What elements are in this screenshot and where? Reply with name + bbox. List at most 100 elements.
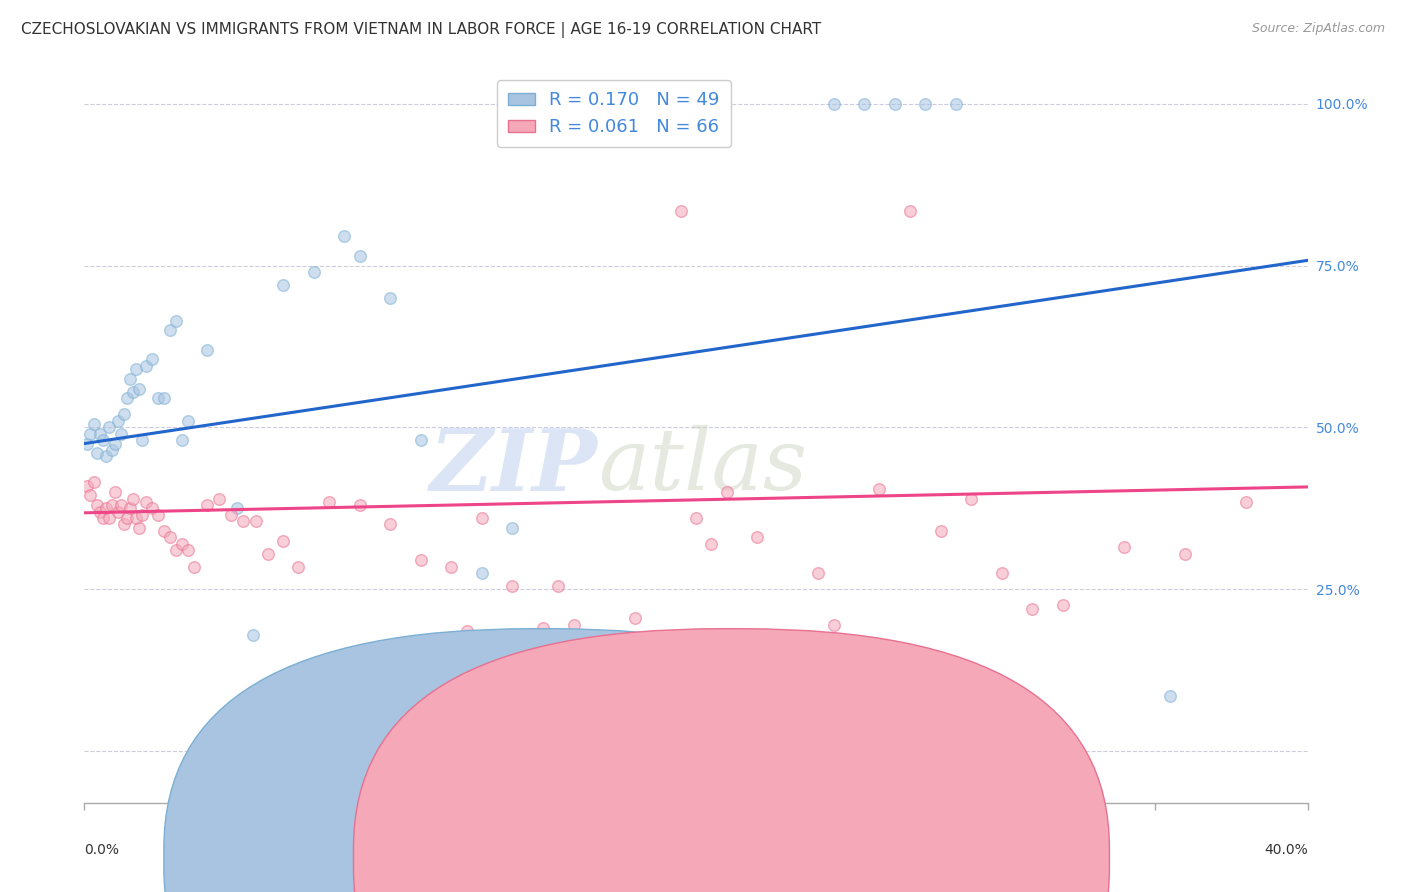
Point	[409, 553, 432, 567]
Point	[107, 414, 129, 428]
Point	[823, 617, 845, 632]
Point	[94, 450, 117, 464]
Point	[122, 491, 145, 506]
Point	[823, 96, 845, 111]
Point	[120, 501, 142, 516]
Point	[86, 498, 108, 512]
Point	[172, 434, 194, 448]
Point	[107, 504, 129, 518]
Point	[128, 521, 150, 535]
Point	[287, 559, 309, 574]
Point	[89, 504, 111, 518]
Point	[101, 443, 124, 458]
Point	[104, 485, 127, 500]
Point	[318, 495, 340, 509]
Point	[700, 537, 723, 551]
Point	[302, 265, 325, 279]
Point	[153, 391, 176, 405]
Point	[271, 533, 294, 548]
Point	[165, 543, 187, 558]
Point	[101, 498, 124, 512]
Point	[471, 511, 494, 525]
Point	[624, 611, 647, 625]
Point	[869, 482, 891, 496]
Point	[135, 495, 157, 509]
Point	[578, 96, 600, 111]
Point	[128, 382, 150, 396]
Point	[97, 420, 120, 434]
Point	[456, 624, 478, 639]
Point	[141, 352, 163, 367]
Point	[125, 511, 148, 525]
Point	[409, 434, 432, 448]
Point	[97, 511, 120, 525]
Point	[146, 508, 169, 522]
Point	[177, 543, 200, 558]
Point	[172, 537, 194, 551]
Point	[271, 277, 294, 292]
Point	[685, 96, 707, 111]
Point	[110, 498, 132, 512]
Point	[242, 627, 264, 641]
Point	[183, 559, 205, 574]
Point	[141, 501, 163, 516]
Point	[122, 384, 145, 399]
Point	[380, 291, 402, 305]
Point	[83, 475, 105, 490]
Point	[531, 621, 554, 635]
Point	[195, 498, 218, 512]
Point	[79, 426, 101, 441]
Point	[929, 524, 952, 538]
Point	[502, 579, 524, 593]
Text: Czechoslovakians: Czechoslovakians	[560, 851, 682, 864]
Point	[76, 478, 98, 492]
Text: Source: ZipAtlas.com: Source: ZipAtlas.com	[1251, 22, 1385, 36]
Point	[79, 488, 101, 502]
Point	[135, 359, 157, 373]
FancyBboxPatch shape	[165, 629, 920, 892]
Point	[159, 323, 181, 337]
Point	[333, 229, 356, 244]
Point	[208, 491, 231, 506]
Point	[125, 362, 148, 376]
Point	[440, 559, 463, 574]
Point	[159, 530, 181, 544]
Text: ZIP: ZIP	[430, 425, 598, 508]
Point	[115, 511, 138, 525]
Point	[83, 417, 105, 431]
FancyBboxPatch shape	[353, 629, 1109, 892]
Point	[177, 414, 200, 428]
Point	[1174, 547, 1197, 561]
Point	[638, 96, 661, 111]
Point	[914, 96, 936, 111]
Text: CZECHOSLOVAKIAN VS IMMIGRANTS FROM VIETNAM IN LABOR FORCE | AGE 16-19 CORRELATIO: CZECHOSLOVAKIAN VS IMMIGRANTS FROM VIETN…	[21, 22, 821, 38]
Point	[898, 203, 921, 218]
Point	[195, 343, 218, 357]
Point	[502, 521, 524, 535]
Point	[112, 408, 135, 422]
Text: 0.0%: 0.0%	[84, 843, 120, 857]
Point	[349, 249, 371, 263]
Point	[115, 391, 138, 405]
Point	[76, 436, 98, 450]
Point	[91, 511, 114, 525]
Point	[219, 508, 242, 522]
Point	[165, 313, 187, 327]
Point	[562, 617, 585, 632]
Point	[226, 501, 249, 516]
Point	[547, 579, 569, 593]
Point	[669, 203, 692, 218]
Point	[716, 485, 738, 500]
Point	[91, 434, 114, 448]
Point	[104, 436, 127, 450]
Point	[380, 517, 402, 532]
Legend: R = 0.170   N = 49, R = 0.061   N = 66: R = 0.170 N = 49, R = 0.061 N = 66	[498, 80, 731, 147]
Point	[153, 524, 176, 538]
Text: 40.0%: 40.0%	[1264, 843, 1308, 857]
Point	[516, 96, 538, 111]
Point	[94, 501, 117, 516]
Point	[1114, 540, 1136, 554]
Point	[1052, 599, 1074, 613]
Point	[349, 498, 371, 512]
Text: Immigrants from Vietnam: Immigrants from Vietnam	[748, 851, 927, 864]
